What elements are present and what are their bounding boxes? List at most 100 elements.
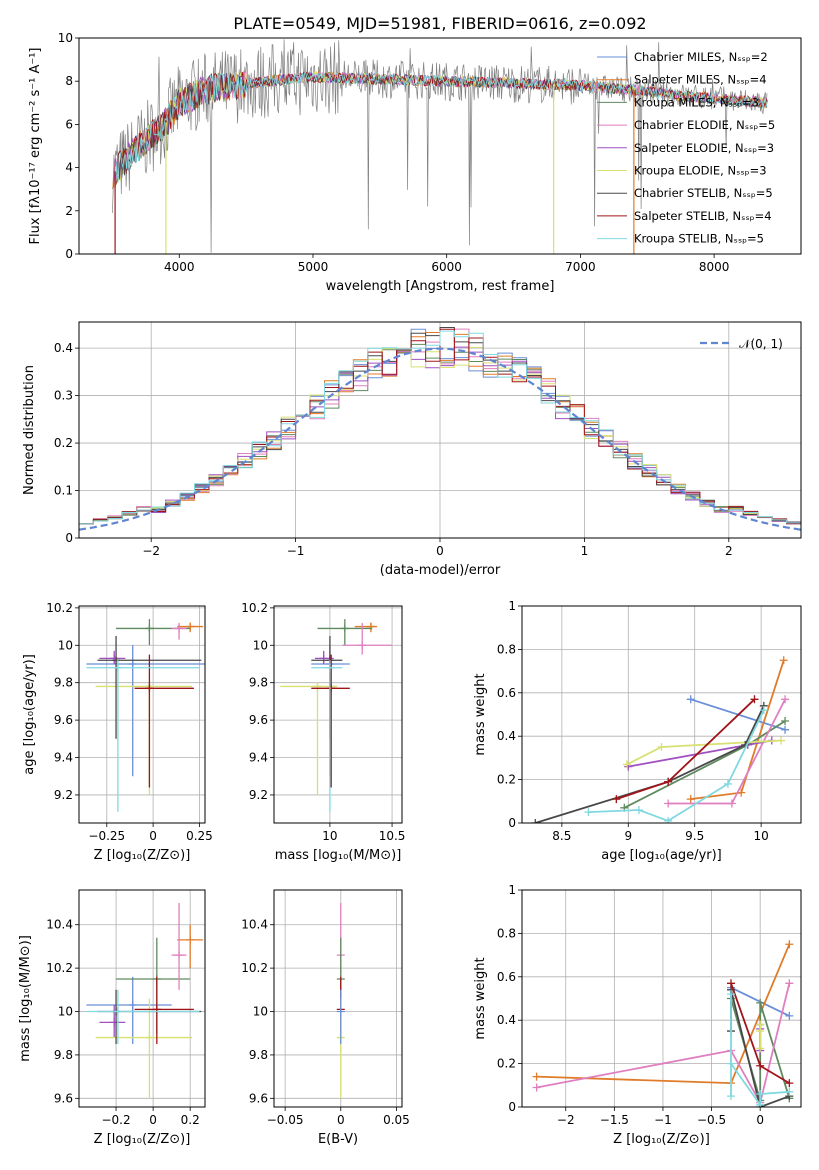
weight-marker-kroupa_stelib [634,805,643,814]
y-tick-label: 10 [253,638,268,652]
x-tick-label: −0.2 [101,1113,130,1127]
x-tick-label: 10.5 [379,829,406,843]
y-tick-label: 0 [508,1100,516,1114]
y-tick-label: 0 [65,531,73,545]
y-tick-label: 0.4 [497,1013,516,1027]
weight-marker-kroupa_stelib [584,808,593,817]
axes-frame [521,605,802,824]
weight-marker-chabrier_elodie [532,1083,541,1092]
y-tick-label: 0.8 [497,926,516,940]
x-tick-label: 2 [725,544,733,558]
x-tick-label: −1 [287,544,305,558]
y-tick-label: 9.6 [54,713,73,727]
legend-label-normal: 𝒩(0, 1) [739,337,783,351]
data-point-salpeter_elodie [99,1005,126,1038]
y-axis-label: Normed distribution [22,365,37,495]
x-tick-label: 10 [754,829,769,843]
weight-marker-chabrier_elodie [664,799,673,808]
mass-vs-metallicity-panel: −0.2 0 0.2 9.6 9.8 10 10.2 10.4 Z [log₁₀(Z/Z⊙)] m… [18,889,206,1147]
histogram-kroupa_stelib [79,330,801,525]
axes-frame [78,889,206,1108]
legend-label-kroupa_stelib: Kroupa STELIB, Nₛₛₚ=5 [634,232,764,246]
data-point-chabrier_miles [336,989,345,1045]
weight-line-chabrier_elodie [668,698,786,805]
x-tick-label: −0.5 [697,1113,726,1127]
model-spectrum-kroupa_stelib [115,71,767,186]
weight-marker-kroupa_miles [781,717,790,726]
point-marker [319,654,328,663]
plot-area [79,327,801,531]
legend-label-salpeter_stelib: Salpeter STELIB, Nₛₛₚ=4 [634,209,772,223]
data-point-salpeter_miles [354,622,378,633]
x-tick-label: 0 [436,544,444,558]
point-marker [327,684,336,693]
x-tick-label: 1 [581,544,589,558]
y-tick-label: 10.4 [241,918,268,932]
data-point-chabrier_elodie [171,622,187,640]
weight-line-chabrier_elodie [536,983,791,1106]
x-tick-label: 9.5 [685,829,704,843]
weight-marker-chabrier_miles [785,1011,794,1020]
point-marker [336,1007,345,1016]
x-tick-label: −2 [142,544,160,558]
weight-marker-kroupa_stelib [727,1092,736,1101]
data-point-kroupa_stelib [86,989,200,1045]
x-tick-label: 5000 [298,260,329,274]
weight-marker-kroupa_elodie [622,760,631,769]
y-tick-label: 10.2 [46,961,73,975]
point-marker [128,659,137,668]
data-point-chabrier_stelib [311,635,343,739]
weight-line-kroupa_stelib [730,994,790,1107]
point-marker [145,624,154,633]
weight-marker-kroupa_elodie [657,743,666,752]
weight-marker-kroupa_miles [756,998,765,1007]
weight-marker-kroupa_stelib [723,779,732,788]
weight-marker-kroupa_stelib [664,816,673,823]
x-tick-label: 0.25 [186,829,213,843]
legend-label-kroupa_elodie: Kroupa ELODIE, Nₛₛₚ=3 [634,164,767,178]
data-point-chabrier_elodie [171,903,187,990]
plot-area [112,39,768,254]
y-tick-label: 0.8 [497,642,516,656]
spectrum-panel: 4000 5000 6000 7000 8000 0 2 4 6 8 10 wavelength [A… [28,31,802,294]
data-point-salpeter_miles [177,924,204,969]
point-marker [186,935,195,944]
point-marker [175,951,184,960]
y-tick-label: 10.2 [241,601,268,615]
y-axis-label: mass weight [473,673,488,755]
x-axis-label: wavelength [Angstrom, rest frame] [326,279,555,294]
x-tick-label: 8000 [699,260,730,274]
model-spectrum-kroupa_elodie [114,70,767,188]
y-tick-label: 9.6 [249,713,268,727]
y-tick-label: 10 [58,31,73,45]
mass-weight-vs-metallicity-panel: −2 −1.5 −1 −0.5 0 0 0.2 0.4 0.6 0.8 1 Z [log₁₀(Z/Z⊙… [473,883,802,1147]
legend-label-kroupa_miles: Kroupa MILES, Nₛₛₚ=3 [634,95,759,109]
weight-marker-salpeter_miles [532,1072,541,1081]
y-axis-label: Flux [fλ10⁻¹⁷ erg cm⁻² s⁻¹ A⁻¹] [28,48,43,245]
y-tick-label: 10.2 [241,961,268,975]
weight-marker-salpeter_miles [686,795,695,804]
mass-vs-extinction-panel: −0.05 0 0.05 9.6 9.8 10 10.2 10.4 E(B-V) [241,889,410,1147]
point-marker [113,663,122,672]
y-tick-label: 9.4 [249,751,268,765]
residual-distribution-panel: −2 −1 0 1 2 0 0.1 0.2 0.3 0.4 (data-model)/error No… [22,321,802,578]
point-marker [112,656,121,665]
x-tick-label: 8.5 [552,829,571,843]
axes-frame [273,889,403,1108]
x-tick-label: 4000 [164,260,195,274]
y-tick-label: 0.6 [497,970,516,984]
x-tick-label: 0 [756,1113,764,1127]
weight-marker-kroupa_stelib [759,706,768,715]
y-tick-label: 0 [508,816,516,830]
y-tick-label: 0.1 [54,484,73,498]
data-point-chabrier_elodie [342,622,393,655]
mass-weight-vs-age-panel: 8.5 9 9.5 10 0 0.2 0.4 0.6 0.8 1 age [log₁₀(age/yr… [473,599,802,863]
weight-marker-salpeter_stelib [756,1061,765,1070]
y-tick-label: 0.2 [54,436,73,450]
y-axis-label: mass weight [473,957,488,1039]
y-tick-label: 9.2 [249,788,268,802]
y-tick-label: 0.2 [497,773,516,787]
weight-line-salpeter_stelib [616,698,756,800]
weight-marker-salpeter_stelib [785,1079,794,1088]
figure-title: PLATE=0549, MJD=51981, FIBERID=0616, z=0… [233,14,646,33]
